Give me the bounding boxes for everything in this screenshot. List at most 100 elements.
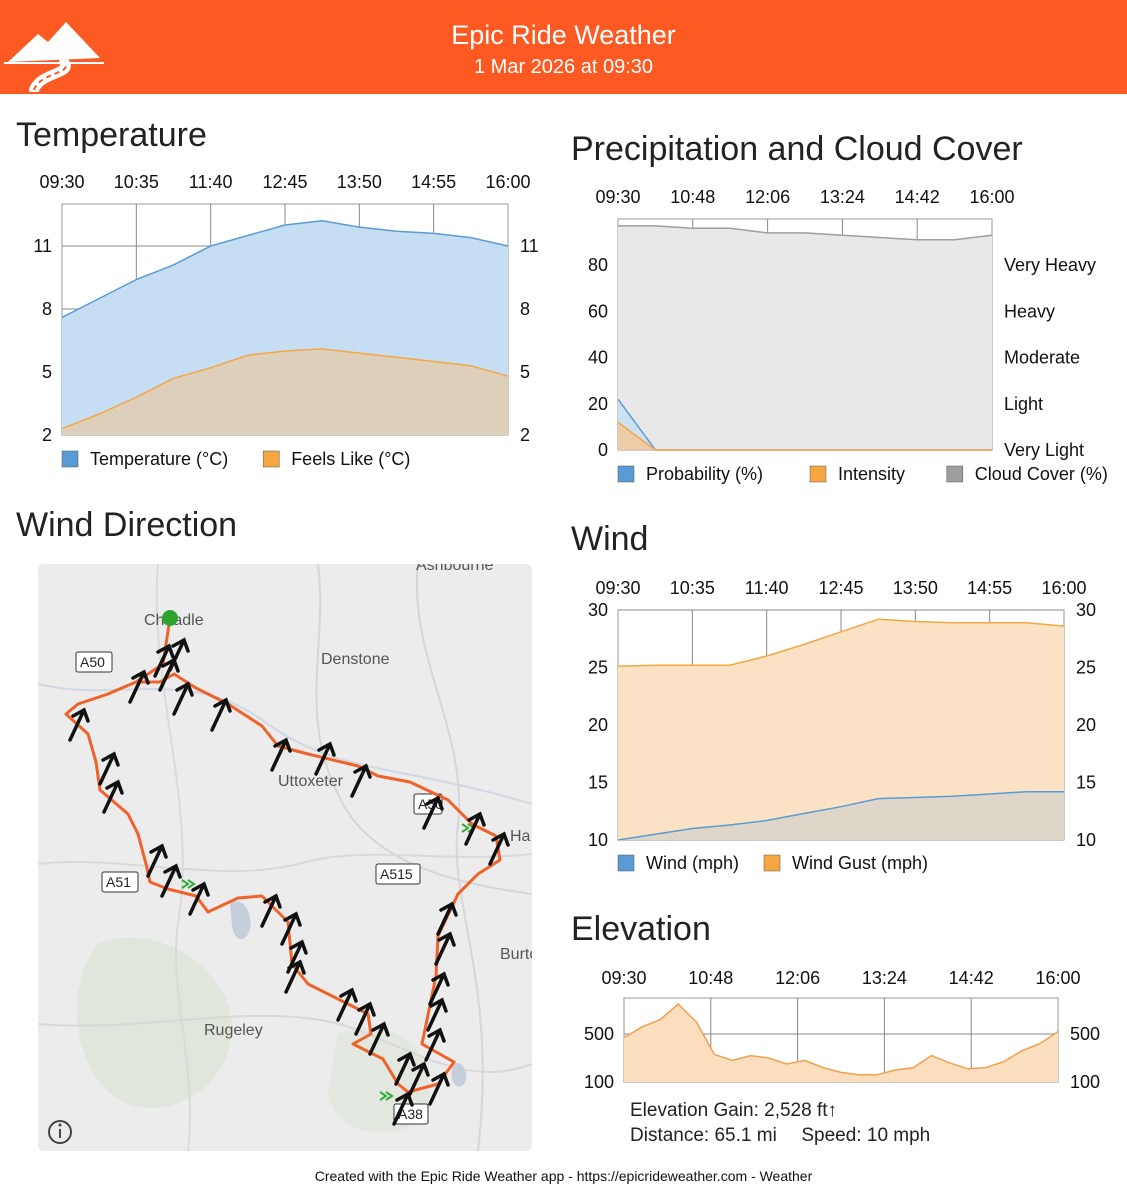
x-tick-label: 12:45: [262, 172, 307, 192]
x-tick-label: 14:55: [967, 578, 1012, 598]
x-tick-label: 10:35: [114, 172, 159, 192]
x-tick-label: 09:30: [595, 578, 640, 598]
wind-arrow-icon: [350, 763, 372, 798]
wind-arrow-icon: [284, 959, 306, 994]
x-tick-label: 14:42: [895, 187, 940, 207]
y-tick-label-right: Heavy: [1004, 301, 1055, 321]
mountain-road-logo-icon: [4, 22, 104, 92]
y-tick-label: 80: [588, 255, 608, 275]
route-map[interactable]: Ashbourne Cheadle Denstone Uttoxeter Rug…: [38, 564, 532, 1151]
y-tick-label-right: 15: [1076, 773, 1096, 793]
series-area: [618, 619, 1064, 840]
wind-arrow-icon: [434, 931, 456, 966]
y-tick-label-right: 25: [1076, 658, 1096, 678]
legend-label: Feels Like (°C): [291, 449, 410, 469]
x-tick-label: 12:45: [818, 578, 863, 598]
y-tick-label-right: Very Light: [1004, 440, 1084, 460]
series-area: [62, 348, 508, 435]
speed-label: Speed:: [801, 1125, 862, 1146]
start-marker[interactable]: [162, 610, 178, 626]
report-date: 1 Mar 2026 at 09:30: [473, 56, 653, 78]
x-tick-label: 12:06: [745, 187, 790, 207]
route-map-canvas[interactable]: Ashbourne Cheadle Denstone Uttoxeter Rug…: [38, 564, 532, 1151]
x-tick-label: 16:00: [969, 187, 1014, 207]
wind-chart: 09:30 10:35 11:40 12:45 13:50 14:55 16:00 10 10 1…: [588, 578, 1096, 873]
wind-arrow-icon: [68, 707, 90, 742]
ride-stats: Distance: 65.1 mi Speed: 10 mph: [630, 1125, 930, 1147]
series-line: [617, 790, 1064, 841]
y-tick-label: 5: [42, 362, 52, 382]
wind-arrow-icon: [436, 901, 458, 936]
y-tick-label: 60: [588, 301, 608, 321]
speed-value: 10 mph: [866, 1125, 931, 1146]
wind-arrow-icon: [368, 1021, 390, 1056]
series-area: [618, 791, 1064, 840]
legend-swatch: [946, 465, 964, 483]
precipitation-chart: 09:30 10:48 12:06 13:24 14:42 16:00 0 Very Ligh…: [588, 187, 1108, 484]
legend-swatch: [262, 450, 280, 468]
series-line: [61, 220, 509, 319]
wind-arrow-icon: [153, 643, 175, 678]
series-line: [617, 421, 992, 451]
y-tick-label-right: 500: [1070, 1024, 1100, 1044]
legend-swatch: [809, 465, 827, 483]
x-tick-label: 09:30: [595, 187, 640, 207]
wind-arrow-icon: [354, 1001, 376, 1036]
wind-arrow-icon: [428, 1071, 450, 1106]
series-line: [618, 225, 993, 241]
x-tick-label: 09:30: [601, 968, 646, 988]
y-tick-label-right: 2: [520, 425, 530, 445]
series-line: [61, 348, 509, 430]
y-tick-label-right: 10: [1076, 830, 1096, 850]
x-tick-label: 13:24: [820, 187, 865, 207]
x-tick-label: 16:00: [485, 172, 530, 192]
y-tick-label: 11: [33, 236, 52, 256]
map-label-ashbourne: Ashbourne: [416, 564, 493, 574]
legend-swatch: [763, 854, 781, 872]
temperature-chart: 09:30 10:35 11:40 12:45 13:50 14:55 16:00 2 2 5 5 8…: [33, 172, 538, 469]
svg-text:A515: A515: [380, 866, 413, 882]
y-tick-label-right: 5: [520, 362, 530, 382]
road-shield-a51: A51: [101, 871, 139, 893]
svg-text:A51: A51: [106, 874, 131, 890]
x-tick-label: 11:40: [745, 578, 789, 598]
y-tick-label: 8: [42, 299, 52, 319]
info-icon[interactable]: [48, 1120, 72, 1144]
distance-value: 65.1 mi: [714, 1125, 777, 1146]
wind-arrow-icon: [392, 1091, 414, 1126]
wind-title: Wind: [571, 520, 649, 558]
y-tick-label-right: Moderate: [1004, 348, 1080, 368]
footer-credit[interactable]: Created with the Epic Ride Weather app -…: [314, 1168, 813, 1184]
wind-arrow-icon: [102, 779, 124, 814]
y-tick-label-right: Light: [1004, 394, 1043, 414]
x-tick-label: 16:00: [1041, 578, 1086, 598]
y-tick-label-right: 20: [1076, 715, 1096, 735]
wind-arrow-icon: [128, 669, 150, 704]
wind-arrow-icon: [160, 863, 182, 898]
y-tick-label: 10: [588, 830, 608, 850]
map-label-burton: Burton: [500, 946, 532, 963]
y-tick-label: 100: [584, 1072, 614, 1092]
wind-arrow-icon: [210, 697, 232, 732]
series-area: [624, 1004, 1058, 1082]
svg-text:A50: A50: [80, 654, 105, 670]
x-tick-label: 13:24: [862, 968, 907, 988]
wind-arrow-icon: [260, 893, 282, 928]
road-shield-a515: A515: [375, 863, 421, 885]
x-tick-label: 16:00: [1035, 968, 1080, 988]
elevation-gain: Elevation Gain: 2,528 ft↑: [630, 1100, 837, 1122]
legend-swatch: [61, 450, 79, 468]
wind-arrows: [68, 637, 510, 1126]
y-tick-label: 30: [588, 600, 608, 620]
wind-arrow-icon: [422, 795, 444, 830]
y-tick-label: 15: [588, 773, 608, 793]
map-label-rugeley: Rugeley: [204, 1022, 263, 1039]
x-tick-label: 10:48: [688, 968, 733, 988]
x-tick-label: 09:30: [39, 172, 84, 192]
y-tick-label-right: 100: [1070, 1072, 1100, 1092]
x-tick-label: 10:48: [670, 187, 715, 207]
wind-arrow-icon: [146, 843, 168, 878]
legend-label: Temperature (°C): [90, 449, 228, 469]
app-title: Epic Ride Weather: [451, 20, 676, 50]
x-tick-label: 14:55: [411, 172, 456, 192]
